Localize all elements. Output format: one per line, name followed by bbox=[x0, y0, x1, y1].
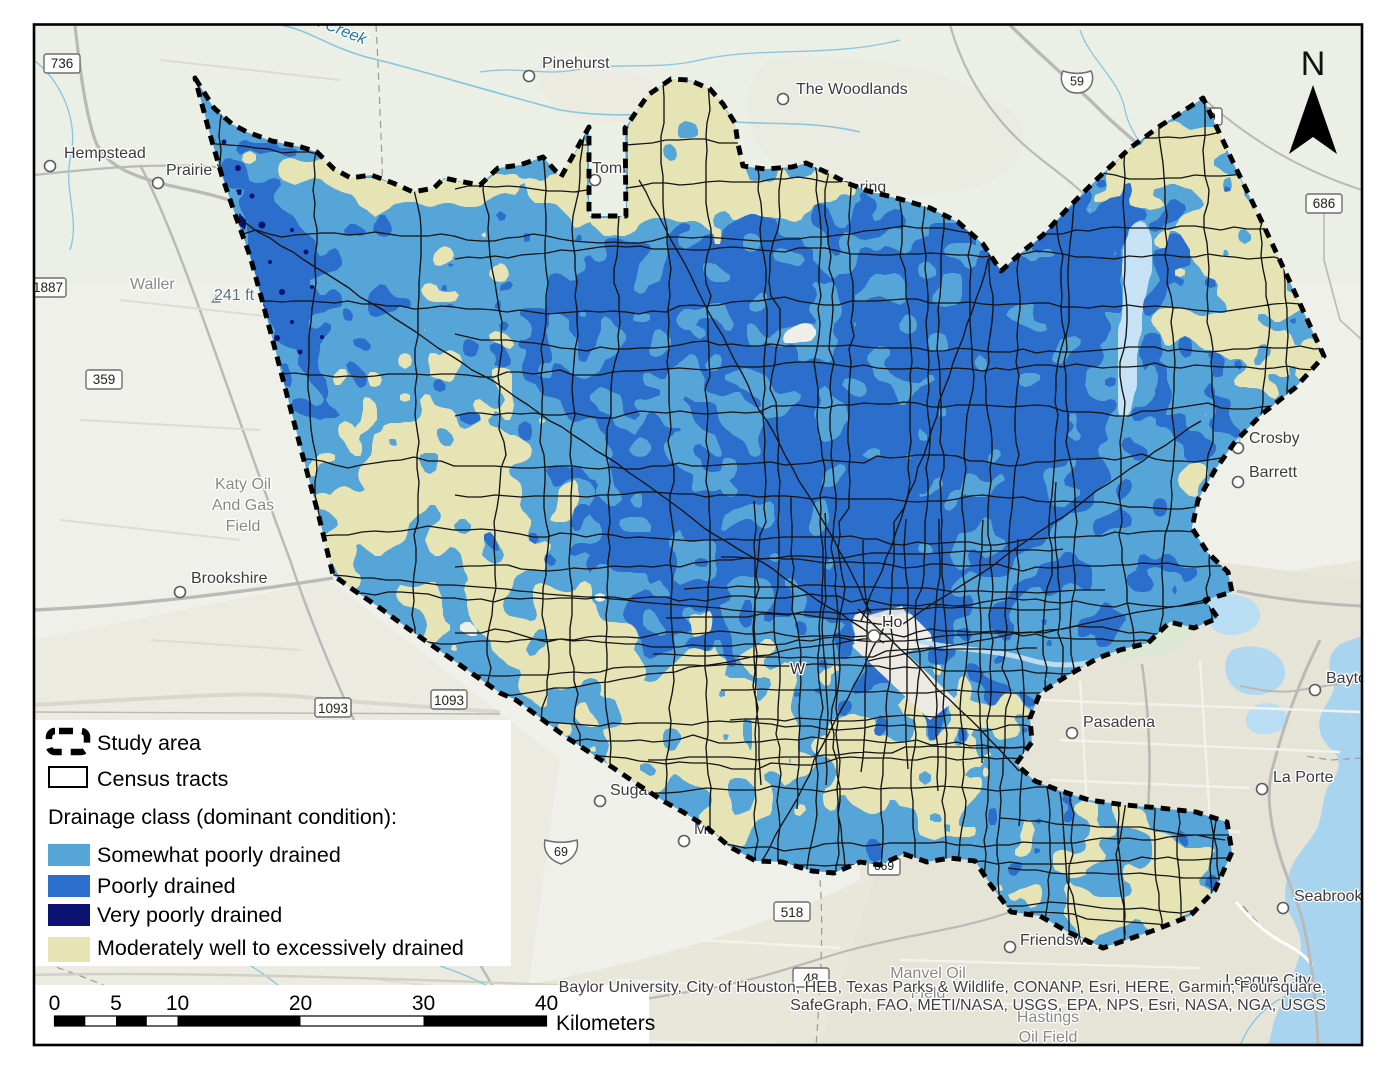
svg-text:Somewhat poorly drained: Somewhat poorly drained bbox=[97, 843, 341, 867]
svg-text:Ho: Ho bbox=[882, 614, 903, 631]
svg-text:Very poorly drained: Very poorly drained bbox=[97, 903, 282, 927]
svg-text:5: 5 bbox=[110, 992, 122, 1015]
svg-text:SafeGraph, FAO, METI/NASA, USG: SafeGraph, FAO, METI/NASA, USGS, EPA, NP… bbox=[790, 997, 1326, 1014]
svg-text:20: 20 bbox=[289, 992, 312, 1015]
svg-text:W: W bbox=[790, 661, 806, 678]
svg-text:0: 0 bbox=[49, 992, 61, 1015]
svg-text:59: 59 bbox=[1070, 75, 1084, 89]
svg-text:359: 359 bbox=[93, 372, 116, 387]
svg-text:Katy Oil: Katy Oil bbox=[215, 476, 271, 493]
svg-text:Drainage class (dominant condi: Drainage class (dominant condition): bbox=[48, 805, 397, 829]
svg-text:10: 10 bbox=[166, 992, 189, 1015]
svg-text:736: 736 bbox=[51, 56, 74, 71]
svg-text:Brookshire: Brookshire bbox=[191, 570, 268, 587]
svg-text:Field: Field bbox=[911, 985, 946, 1002]
svg-text:Census tracts: Census tracts bbox=[97, 767, 228, 791]
svg-text:And Gas: And Gas bbox=[212, 497, 274, 514]
svg-text:La Porte: La Porte bbox=[1273, 769, 1334, 786]
svg-text:Hastings: Hastings bbox=[1017, 1009, 1079, 1026]
svg-text:Poorly drained: Poorly drained bbox=[97, 874, 236, 898]
svg-text:48: 48 bbox=[803, 971, 818, 986]
svg-text:241 ft: 241 ft bbox=[214, 287, 255, 304]
svg-text:30: 30 bbox=[412, 992, 435, 1015]
svg-text:Crosby: Crosby bbox=[1249, 430, 1300, 447]
svg-text:Seabrook: Seabrook bbox=[1294, 888, 1363, 905]
svg-text:Field: Field bbox=[226, 518, 261, 535]
svg-text:Oil Field: Oil Field bbox=[1019, 1029, 1078, 1046]
svg-text:The Woodlands: The Woodlands bbox=[796, 81, 908, 98]
svg-text:Pinehurst: Pinehurst bbox=[542, 55, 610, 72]
svg-text:518: 518 bbox=[781, 905, 804, 920]
svg-text:Hempstead: Hempstead bbox=[64, 145, 146, 162]
svg-text:Baytown: Baytown bbox=[1326, 670, 1387, 687]
svg-text:Study area: Study area bbox=[97, 731, 201, 755]
svg-text:Barrett: Barrett bbox=[1249, 464, 1298, 481]
svg-text:40: 40 bbox=[535, 992, 558, 1015]
svg-text:Baylor University, City of Hou: Baylor University, City of Houston, HEB,… bbox=[559, 979, 1326, 996]
svg-text:69: 69 bbox=[554, 845, 568, 859]
svg-text:Pasadena: Pasadena bbox=[1083, 714, 1155, 731]
svg-text:1093: 1093 bbox=[434, 693, 464, 708]
svg-text:1887: 1887 bbox=[33, 280, 63, 295]
svg-text:Moderately well to excessively: Moderately well to excessively drained bbox=[97, 936, 464, 960]
svg-text:League City: League City bbox=[1225, 972, 1310, 989]
svg-text:N: N bbox=[1301, 45, 1326, 83]
svg-text:Manvel Oil: Manvel Oil bbox=[890, 965, 966, 982]
svg-text:Waller: Waller bbox=[130, 276, 175, 293]
svg-text:1093: 1093 bbox=[318, 701, 348, 716]
svg-text:Kilometers: Kilometers bbox=[556, 1012, 655, 1035]
svg-text:686: 686 bbox=[1313, 196, 1336, 211]
